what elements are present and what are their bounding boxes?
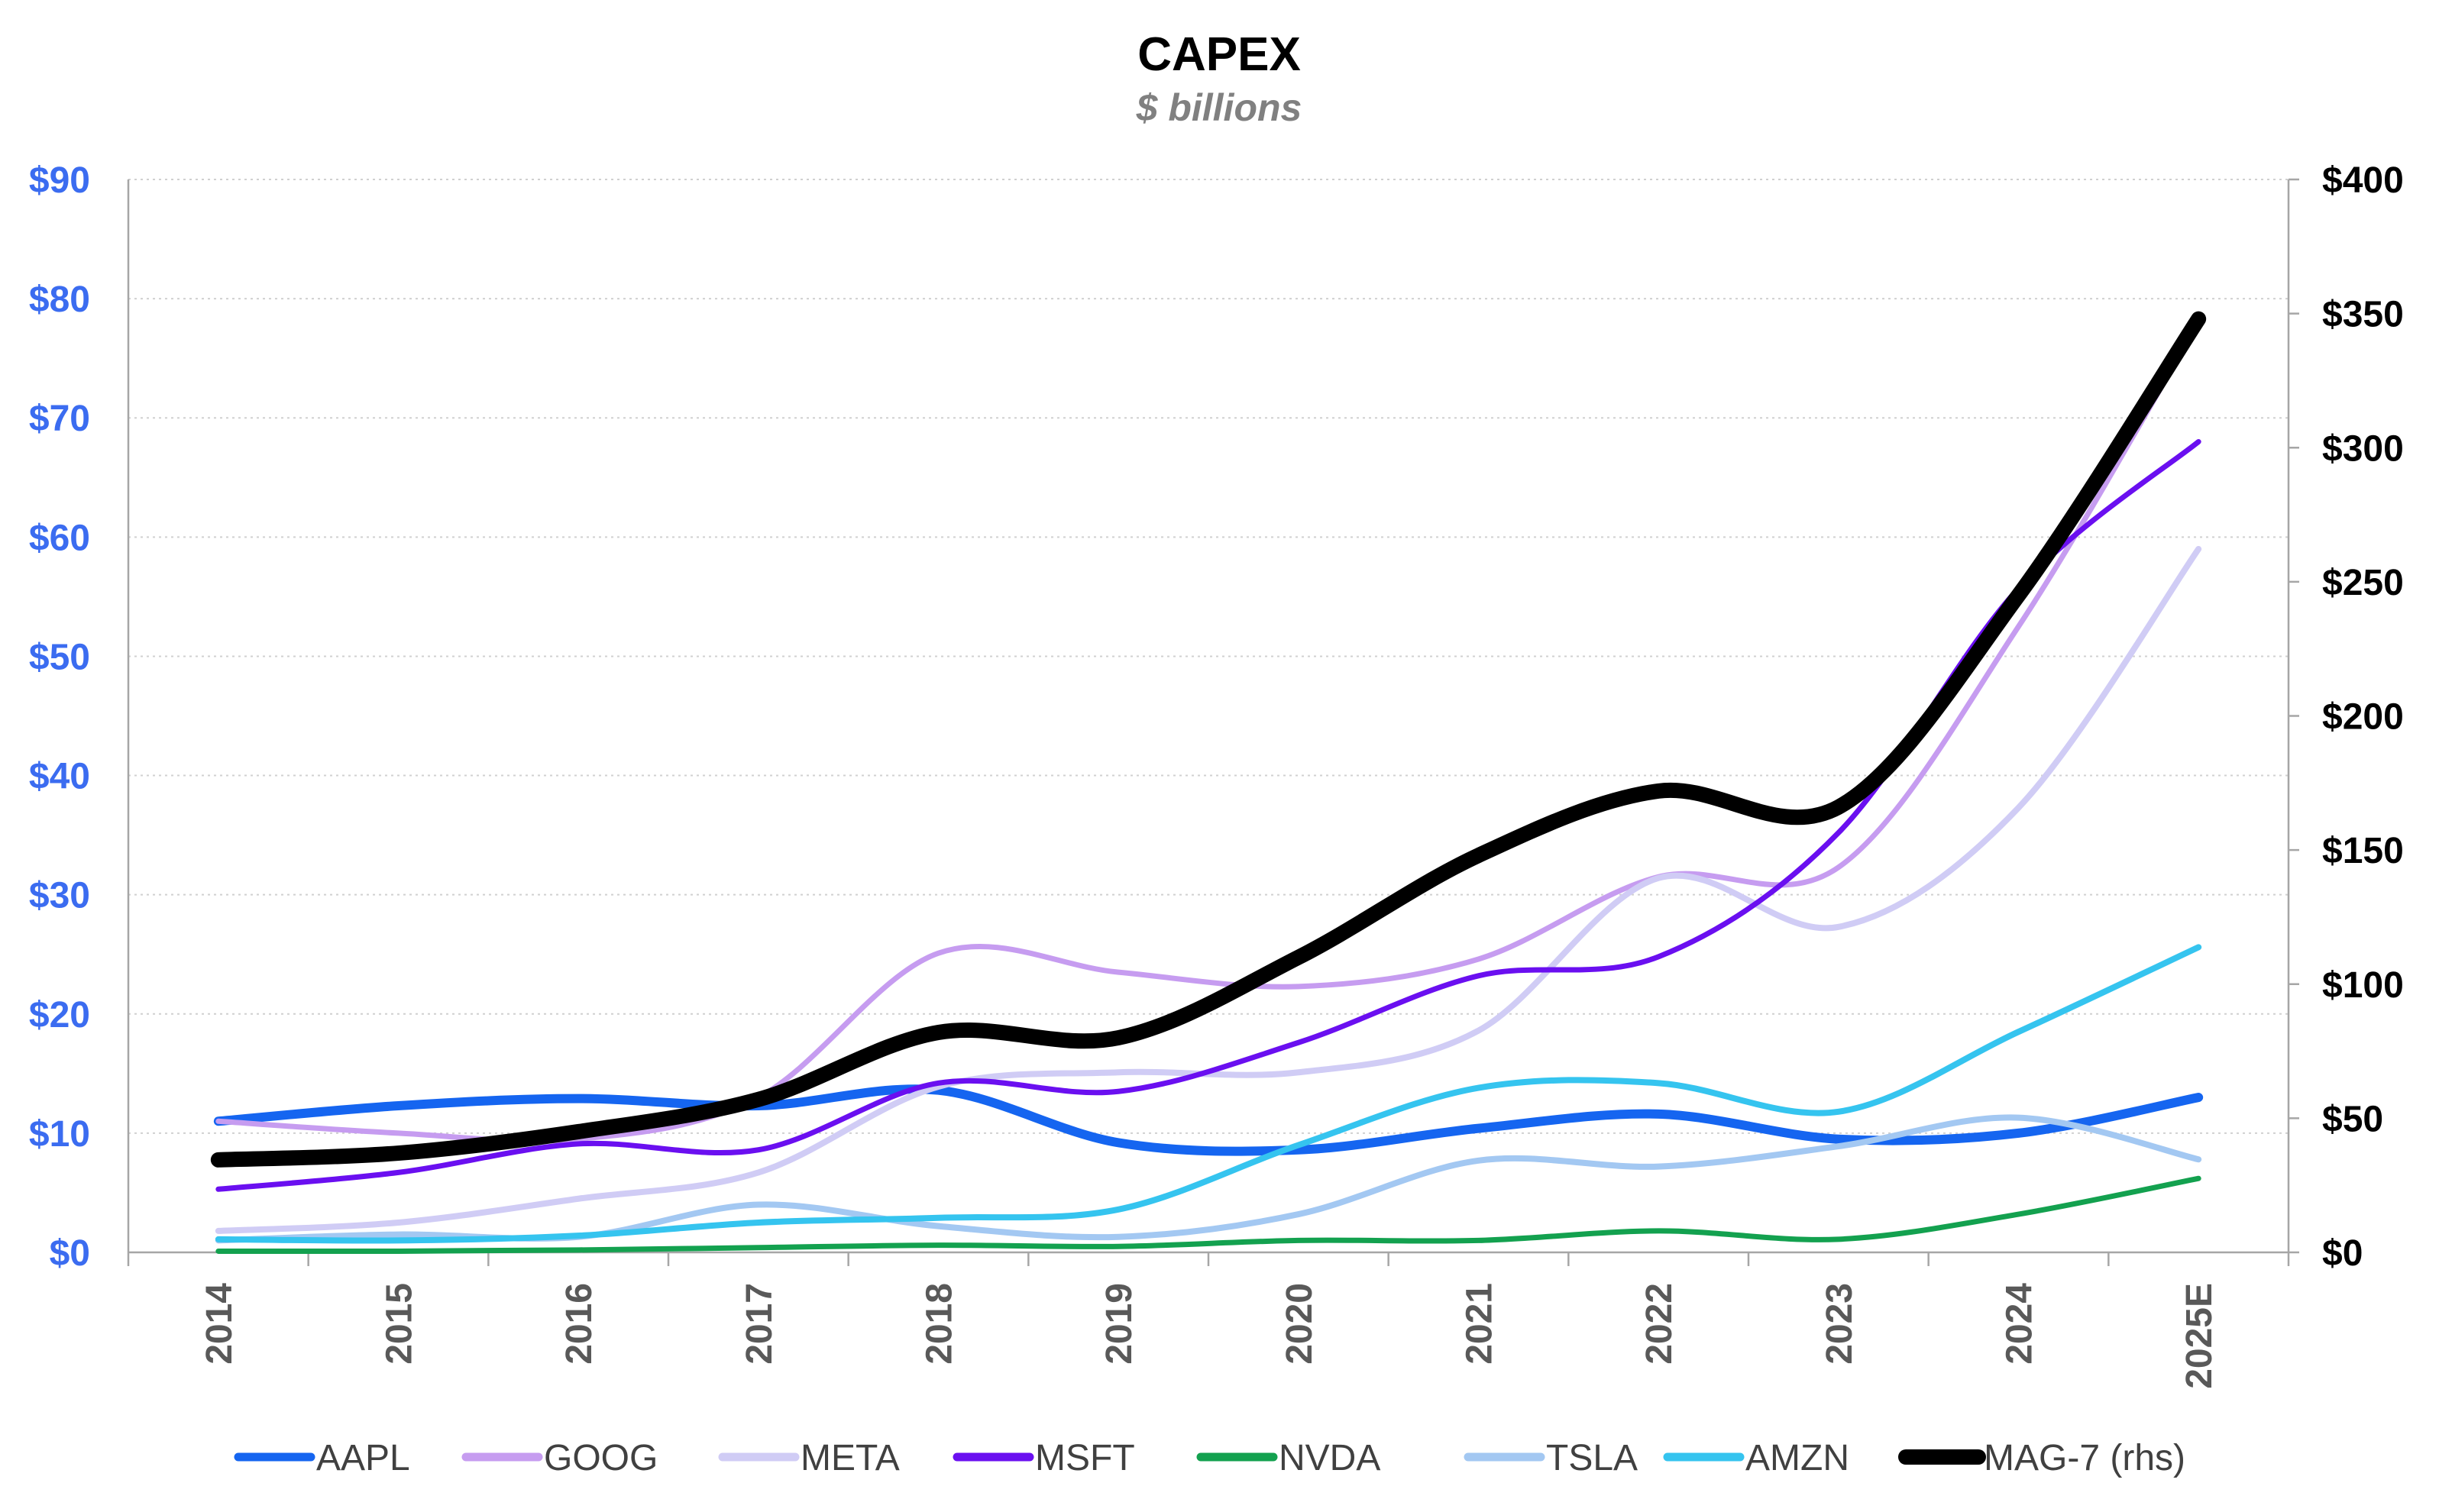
right-axis-tick-label: $350: [2322, 295, 2404, 335]
left-axis-tick-label: $0: [50, 1233, 90, 1274]
x-axis-tick-label: 2021: [1460, 1283, 1500, 1365]
right-axis-tick-label: $50: [2322, 1099, 2383, 1139]
series-line-nvda: [215, 1175, 2201, 1255]
legend-label: MAG-7 (rhs): [1984, 1438, 2185, 1478]
chart-title: CAPEX: [1137, 28, 1301, 81]
x-axis-tick-label: 2018: [920, 1283, 960, 1365]
x-axis-tick-label: 2024: [2000, 1283, 2040, 1365]
left-axis-tick-label: $40: [29, 757, 90, 797]
series-line-goog: [215, 319, 2201, 1144]
left-axis-tick-label: $20: [29, 995, 90, 1035]
legend-label: GOOG: [544, 1438, 658, 1478]
legend-label: NVDA: [1279, 1438, 1380, 1478]
legend-label: META: [801, 1438, 900, 1478]
x-axis-tick-label: 2017: [739, 1283, 780, 1365]
left-axis-tick-label: $50: [29, 637, 90, 677]
legend-label: MSFT: [1035, 1438, 1135, 1478]
series-line-meta: [215, 545, 2202, 1234]
x-axis-tick-label: 2016: [559, 1283, 600, 1365]
left-axis-tick-label: $70: [29, 399, 90, 439]
right-axis-tick-labels: $0 $50 $100 $150 $200 $250 $300 $350 $400: [2322, 160, 2404, 1274]
x-axis-tick-label: 2020: [1279, 1283, 1320, 1365]
right-axis-tick-label: $150: [2322, 831, 2404, 871]
x-axis-tick-label: 2014: [199, 1283, 240, 1365]
chart-subtitle: $ billions: [1136, 86, 1302, 129]
right-axis-tick-label: $0: [2322, 1233, 2363, 1274]
left-axis-tick-label: $90: [29, 160, 90, 201]
x-axis-tick-label: 2025E: [2179, 1283, 2220, 1389]
legend-label: AAPL: [316, 1438, 410, 1478]
x-axis-tick-label: 2022: [1639, 1283, 1680, 1365]
legend-label: AMZN: [1745, 1438, 1849, 1478]
series-line-amzn: [215, 944, 2202, 1244]
series-lines: [210, 311, 2207, 1255]
left-axis-tick-label: $60: [29, 518, 90, 558]
left-axis-tick-label: $10: [29, 1114, 90, 1155]
x-axis-tick-label: 2023: [1820, 1283, 1860, 1365]
x-axis-tick-labels: 2014 2015 2016 2017 2018 2019 2020 2021 2022 2023…: [199, 1283, 2220, 1389]
x-axis-tick-label: 2019: [1099, 1283, 1140, 1365]
left-axis-tick-labels: $0 $10 $20 $30 $40 $50 $60 $70 $80 $90: [29, 160, 90, 1274]
legend: AAPL GOOG META MSFT NVDA TSLA AMZN MAG-7 (rhs): [234, 1438, 2185, 1478]
right-axis-tick-label: $250: [2322, 563, 2404, 603]
x-axis-tick-label: 2015: [380, 1283, 420, 1365]
right-axis-tick-label: $100: [2322, 965, 2404, 1006]
series-line-mag-7-rhs: [210, 311, 2207, 1168]
left-axis-tick-label: $30: [29, 876, 90, 916]
legend-label: TSLA: [1546, 1438, 1638, 1478]
right-axis-tick-label: $300: [2322, 428, 2404, 469]
right-axis-tick-label: $200: [2322, 697, 2404, 738]
right-axis-tick-label: $400: [2322, 160, 2404, 201]
left-axis-tick-label: $80: [29, 279, 90, 320]
